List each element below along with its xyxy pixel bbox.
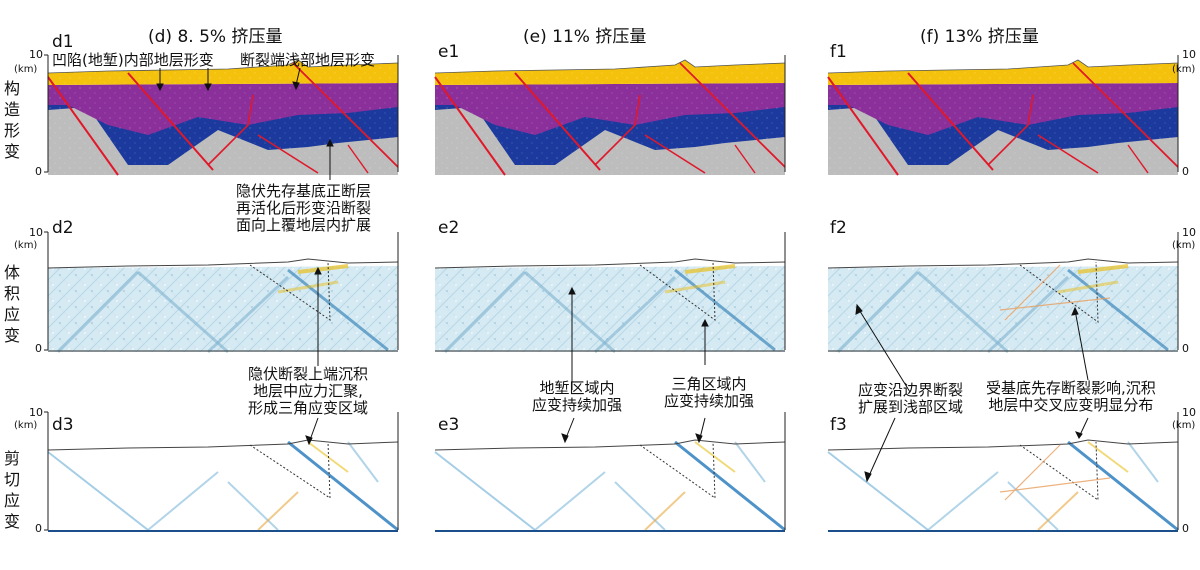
- annotation-cross-strain: 受基底先存断裂影响,沉积 地层中交叉应变明显分布: [986, 379, 1156, 414]
- annotation-triangle-strain-zone: 隐伏断裂上端沉积 地层中应力汇聚, 形成三角应变区域: [248, 365, 369, 417]
- column-title-e: (e) 11% 挤压量: [523, 27, 647, 47]
- panel-label-f3: f3: [830, 415, 847, 435]
- panel-label-d2: d2: [52, 218, 74, 238]
- axis-tick-top-row2: 10: [29, 226, 43, 239]
- right-axis-unit-row2: (km): [1172, 240, 1196, 251]
- panel-e3-graphic: [433, 410, 787, 534]
- axis-tick-top-row1: 10: [29, 48, 43, 61]
- panel-f1-graphic: [827, 54, 1179, 176]
- cross-strain-lines: [999, 264, 1111, 501]
- column-title-f: (f) 13% 挤压量: [920, 27, 1039, 47]
- axis-unit-row2: (km): [14, 240, 38, 251]
- row-label-shear-strain: 剪切应变: [3, 449, 20, 531]
- left-axes: [44, 54, 49, 531]
- annotation-fault-tip-deformation: 断裂端浅部地层形变: [240, 51, 376, 69]
- panel-label-e3: e3: [438, 415, 460, 435]
- right-axis-tick-top-row1: 10: [1182, 48, 1196, 61]
- panel-f2-graphic: [826, 230, 1180, 354]
- panel-label-d3: d3: [52, 415, 74, 435]
- right-axis-tick-top-row2: 10: [1182, 226, 1196, 239]
- column-title-d: (d) 8. 5% 挤压量: [148, 27, 283, 47]
- row-label-structural-deformation: 构造形变: [3, 79, 20, 161]
- panel-d3-graphic: [46, 410, 400, 534]
- right-axis-unit-row3: (km): [1172, 420, 1196, 431]
- panel-label-f2: f2: [830, 218, 847, 238]
- axis-unit-row1: (km): [14, 64, 38, 75]
- annotation-triangle-strain: 三角区域内 应变持续加强: [664, 375, 755, 410]
- annotation-arrows: [156, 67, 1089, 483]
- row-label-volumetric-strain: 体积应变: [3, 263, 20, 345]
- annotation-basement-fault-reactivation: 隐伏先存基底正断层 再活化后形变沿断裂 面向上覆地层内扩展: [236, 182, 372, 234]
- right-axis-tick-bottom-row2: 0: [1182, 342, 1189, 355]
- annotation-graben-deformation: 凹陷(地堑)内部地层形变: [52, 51, 214, 69]
- panel-e1-graphic: [434, 54, 786, 176]
- axis-tick-bottom-row1: 0: [35, 165, 42, 178]
- triangle-region-outlines: [249, 261, 1099, 501]
- panel-f3-graphic: [826, 410, 1180, 534]
- right-axis-tick-bottom-row3: 0: [1182, 522, 1189, 535]
- right-axis-unit-row1: (km): [1172, 64, 1196, 75]
- annotation-boundary-fault-strain: 应变沿边界断裂 扩展到浅部区域: [858, 381, 964, 416]
- panel-d2-graphic: [46, 230, 400, 354]
- panel-d1-graphic: [47, 54, 399, 176]
- axis-tick-top-row3: 10: [29, 406, 43, 419]
- annotation-graben-strain: 地堑区域内 应变持续加强: [532, 379, 623, 414]
- right-axes: [397, 55, 1179, 530]
- axis-tick-bottom-row2: 0: [35, 342, 42, 355]
- panel-label-f1: f1: [830, 42, 847, 62]
- axis-tick-bottom-row3: 0: [35, 522, 42, 535]
- panel-label-d1: d1: [52, 32, 74, 52]
- panel-e2-graphic: [433, 230, 787, 354]
- axis-unit-row3: (km): [14, 420, 38, 431]
- right-axis-tick-bottom-row1: 0: [1182, 165, 1189, 178]
- panel-label-e1: e1: [438, 42, 460, 62]
- panel-label-e2: e2: [438, 218, 460, 238]
- right-axis-tick-top-row3: 10: [1182, 406, 1196, 419]
